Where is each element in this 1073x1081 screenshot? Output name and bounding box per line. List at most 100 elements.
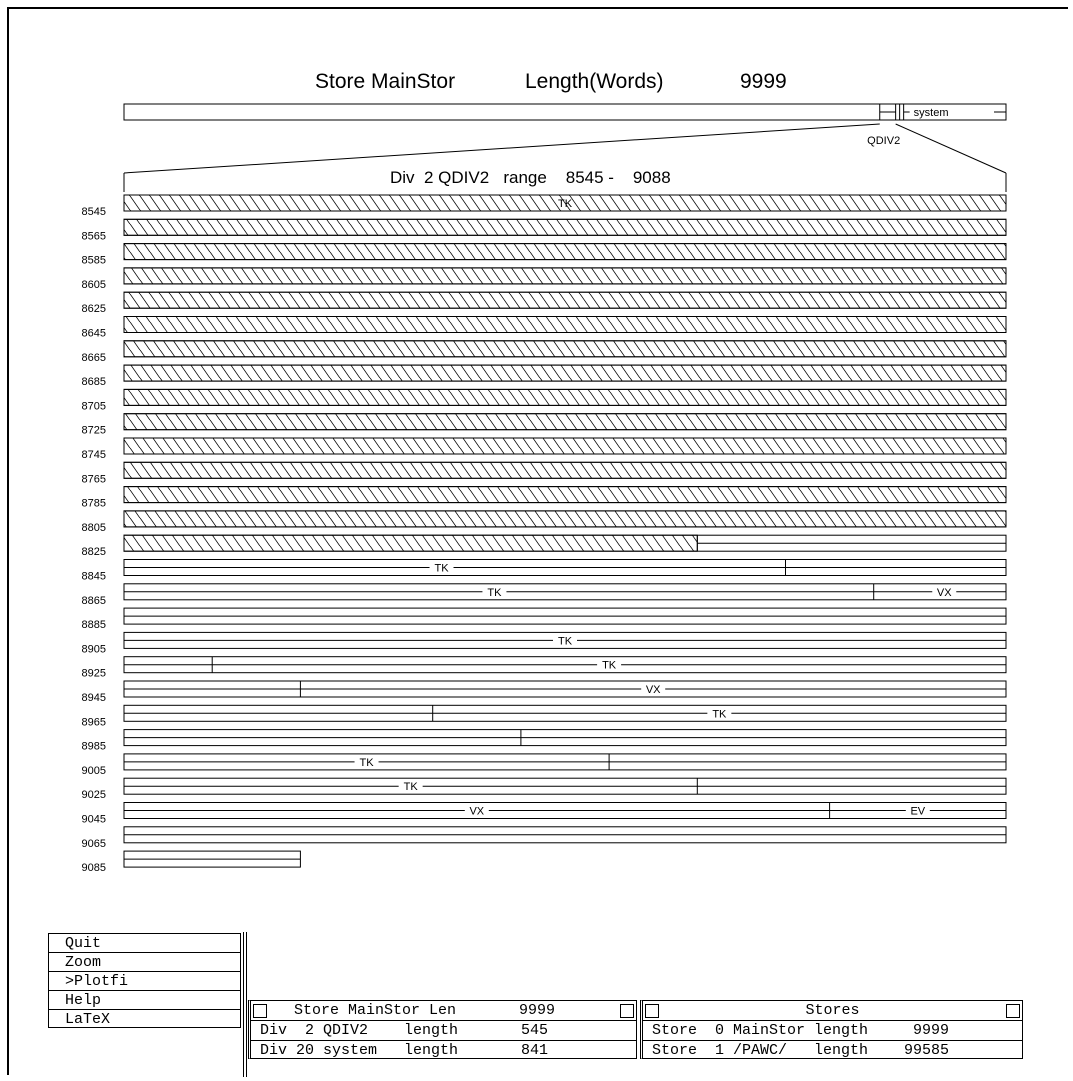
- row-address-label: 8705: [82, 400, 106, 412]
- row-used-hatch: [123, 510, 1007, 528]
- bank-label: TK: [360, 757, 375, 769]
- bank-label: TK: [712, 708, 727, 720]
- menu-item-latex[interactable]: LaTeX: [48, 1009, 241, 1028]
- row-address-label: 9065: [82, 838, 106, 850]
- zoom-line-right: [895, 123, 1007, 174]
- row-address-label: 8845: [82, 571, 106, 583]
- bank-label: EV: [910, 806, 925, 818]
- division-row: 8905 TK: [82, 631, 1007, 655]
- row-address-label: 8825: [82, 546, 106, 558]
- division-row: 8865 TK VX: [82, 583, 1007, 607]
- division-row: 8845 TK: [82, 559, 1007, 583]
- row-address-label: 8725: [82, 425, 106, 437]
- division-row: 8965 TK: [82, 704, 1007, 728]
- division-row: 8585: [82, 243, 1007, 267]
- row-used-hatch: [123, 291, 1007, 309]
- command-menu: Quit Zoom >Plotfi Help LaTeX: [48, 933, 241, 1028]
- bank-label: VX: [646, 684, 661, 696]
- row-address-label: 8805: [82, 522, 106, 534]
- division-row: 8665: [82, 340, 1007, 364]
- row-address-label: 8745: [82, 449, 106, 461]
- division-row: 8805: [82, 510, 1007, 534]
- row-used-hatch: [123, 461, 1007, 479]
- division-row: 8565: [82, 218, 1007, 242]
- header-title-store: Store MainStor: [315, 70, 455, 93]
- row-used-hatch: [123, 316, 1007, 333]
- bank-label: TK: [558, 198, 573, 210]
- header-title-length: Length(Words): [525, 70, 664, 93]
- division-row: 8885: [82, 607, 1007, 631]
- menu-item-quit[interactable]: Quit: [48, 933, 241, 952]
- bank-label-background: [553, 635, 577, 646]
- menu-item-help[interactable]: Help: [48, 990, 241, 1009]
- row-used-hatch: [123, 486, 1007, 504]
- bank-label-background: [905, 805, 930, 816]
- row-address-label: 9005: [82, 765, 106, 777]
- row-used-hatch: [123, 267, 1007, 285]
- row-address-label: 8985: [82, 741, 106, 753]
- bank-label: VX: [937, 587, 952, 599]
- stores-panel-row[interactable]: Store 0 MainStor length 9999: [643, 1021, 1022, 1041]
- bank-label: TK: [602, 660, 617, 672]
- menu-item-plotfi[interactable]: >Plotfi: [48, 971, 241, 990]
- division-row: 9065: [82, 826, 1007, 850]
- division-row: 8705: [82, 388, 1007, 412]
- menu-item-zoom[interactable]: Zoom: [48, 952, 241, 971]
- division-row: 9005 TK: [82, 753, 1007, 777]
- row-address-label: 8645: [82, 328, 106, 340]
- panel-close-box-right[interactable]: [620, 1004, 634, 1018]
- row-address-label: 8865: [82, 595, 106, 607]
- row-used-hatch: [123, 437, 1007, 455]
- row-used-hatch: [123, 364, 1007, 382]
- bank-label: TK: [558, 635, 573, 647]
- row-address-label: 8905: [82, 643, 106, 655]
- bank-label: TK: [487, 587, 502, 599]
- row-address-label: 8945: [82, 692, 106, 704]
- storage-diagram: Store MainStor Length(Words) 9999 system…: [82, 70, 1007, 874]
- store-panel-header[interactable]: Store MainStor Len 9999: [251, 1001, 636, 1021]
- row-address-label: 8585: [82, 255, 106, 267]
- row-address-label: 8765: [82, 473, 106, 485]
- division-row: 8945 VX: [82, 680, 1007, 704]
- row-address-label: 8885: [82, 619, 106, 631]
- row-address-label: 8605: [82, 279, 106, 291]
- panel-close-box-right[interactable]: [1006, 1004, 1020, 1018]
- store-mainstor-panel: Store MainStor Len 9999 Div 2 QDIV2 leng…: [248, 1000, 637, 1059]
- menu-divider: [243, 932, 247, 1077]
- division-row: 8765: [82, 461, 1007, 485]
- bank-label: TK: [434, 563, 449, 575]
- stores-panel-header[interactable]: Stores: [643, 1001, 1022, 1021]
- bank-label: TK: [404, 781, 419, 793]
- division-row: 8985: [82, 729, 1007, 753]
- row-used-hatch: [123, 340, 1007, 358]
- division-row: 8625: [82, 291, 1007, 315]
- store-panel-row[interactable]: Div 2 QDIV2 length 545: [251, 1021, 636, 1041]
- division-row: 8605: [82, 267, 1007, 291]
- row-used-hatch: [123, 534, 698, 552]
- bank-label-background: [464, 805, 489, 816]
- bank-label-background: [354, 756, 379, 767]
- zoom-line-left: [123, 123, 880, 174]
- division-row: 9025 TK: [82, 777, 1007, 801]
- row-address-label: 8785: [82, 498, 106, 510]
- row-address-label: 8565: [82, 230, 106, 242]
- window-frame: [7, 7, 1068, 1075]
- bank-label-background: [429, 562, 454, 573]
- overview-bar-outline: [123, 103, 1007, 121]
- row-address-label: 8545: [82, 206, 106, 218]
- store-panel-row[interactable]: Div 20 system length 841: [251, 1042, 549, 1059]
- stores-panel-row[interactable]: Store 1 /PAWC/ length 99585: [643, 1042, 950, 1059]
- row-address-label: 9025: [82, 789, 106, 801]
- panel-close-box-left[interactable]: [645, 1004, 659, 1018]
- panel-close-box-left[interactable]: [253, 1004, 267, 1018]
- division-title: Div 2 QDIV2 range 8545 - 9088: [390, 168, 671, 187]
- system-segment-label: system: [914, 107, 949, 119]
- division-row: 8545 TK: [82, 194, 1007, 218]
- row-used-hatch: [123, 194, 1007, 212]
- division-row: 9045 VX EV: [82, 802, 1007, 826]
- row-used-hatch: [123, 388, 1007, 406]
- division-row: 8785: [82, 486, 1007, 510]
- row-used-hatch: [123, 413, 1007, 431]
- bank-label-background: [932, 586, 957, 597]
- header-title-value: 9999: [740, 70, 787, 93]
